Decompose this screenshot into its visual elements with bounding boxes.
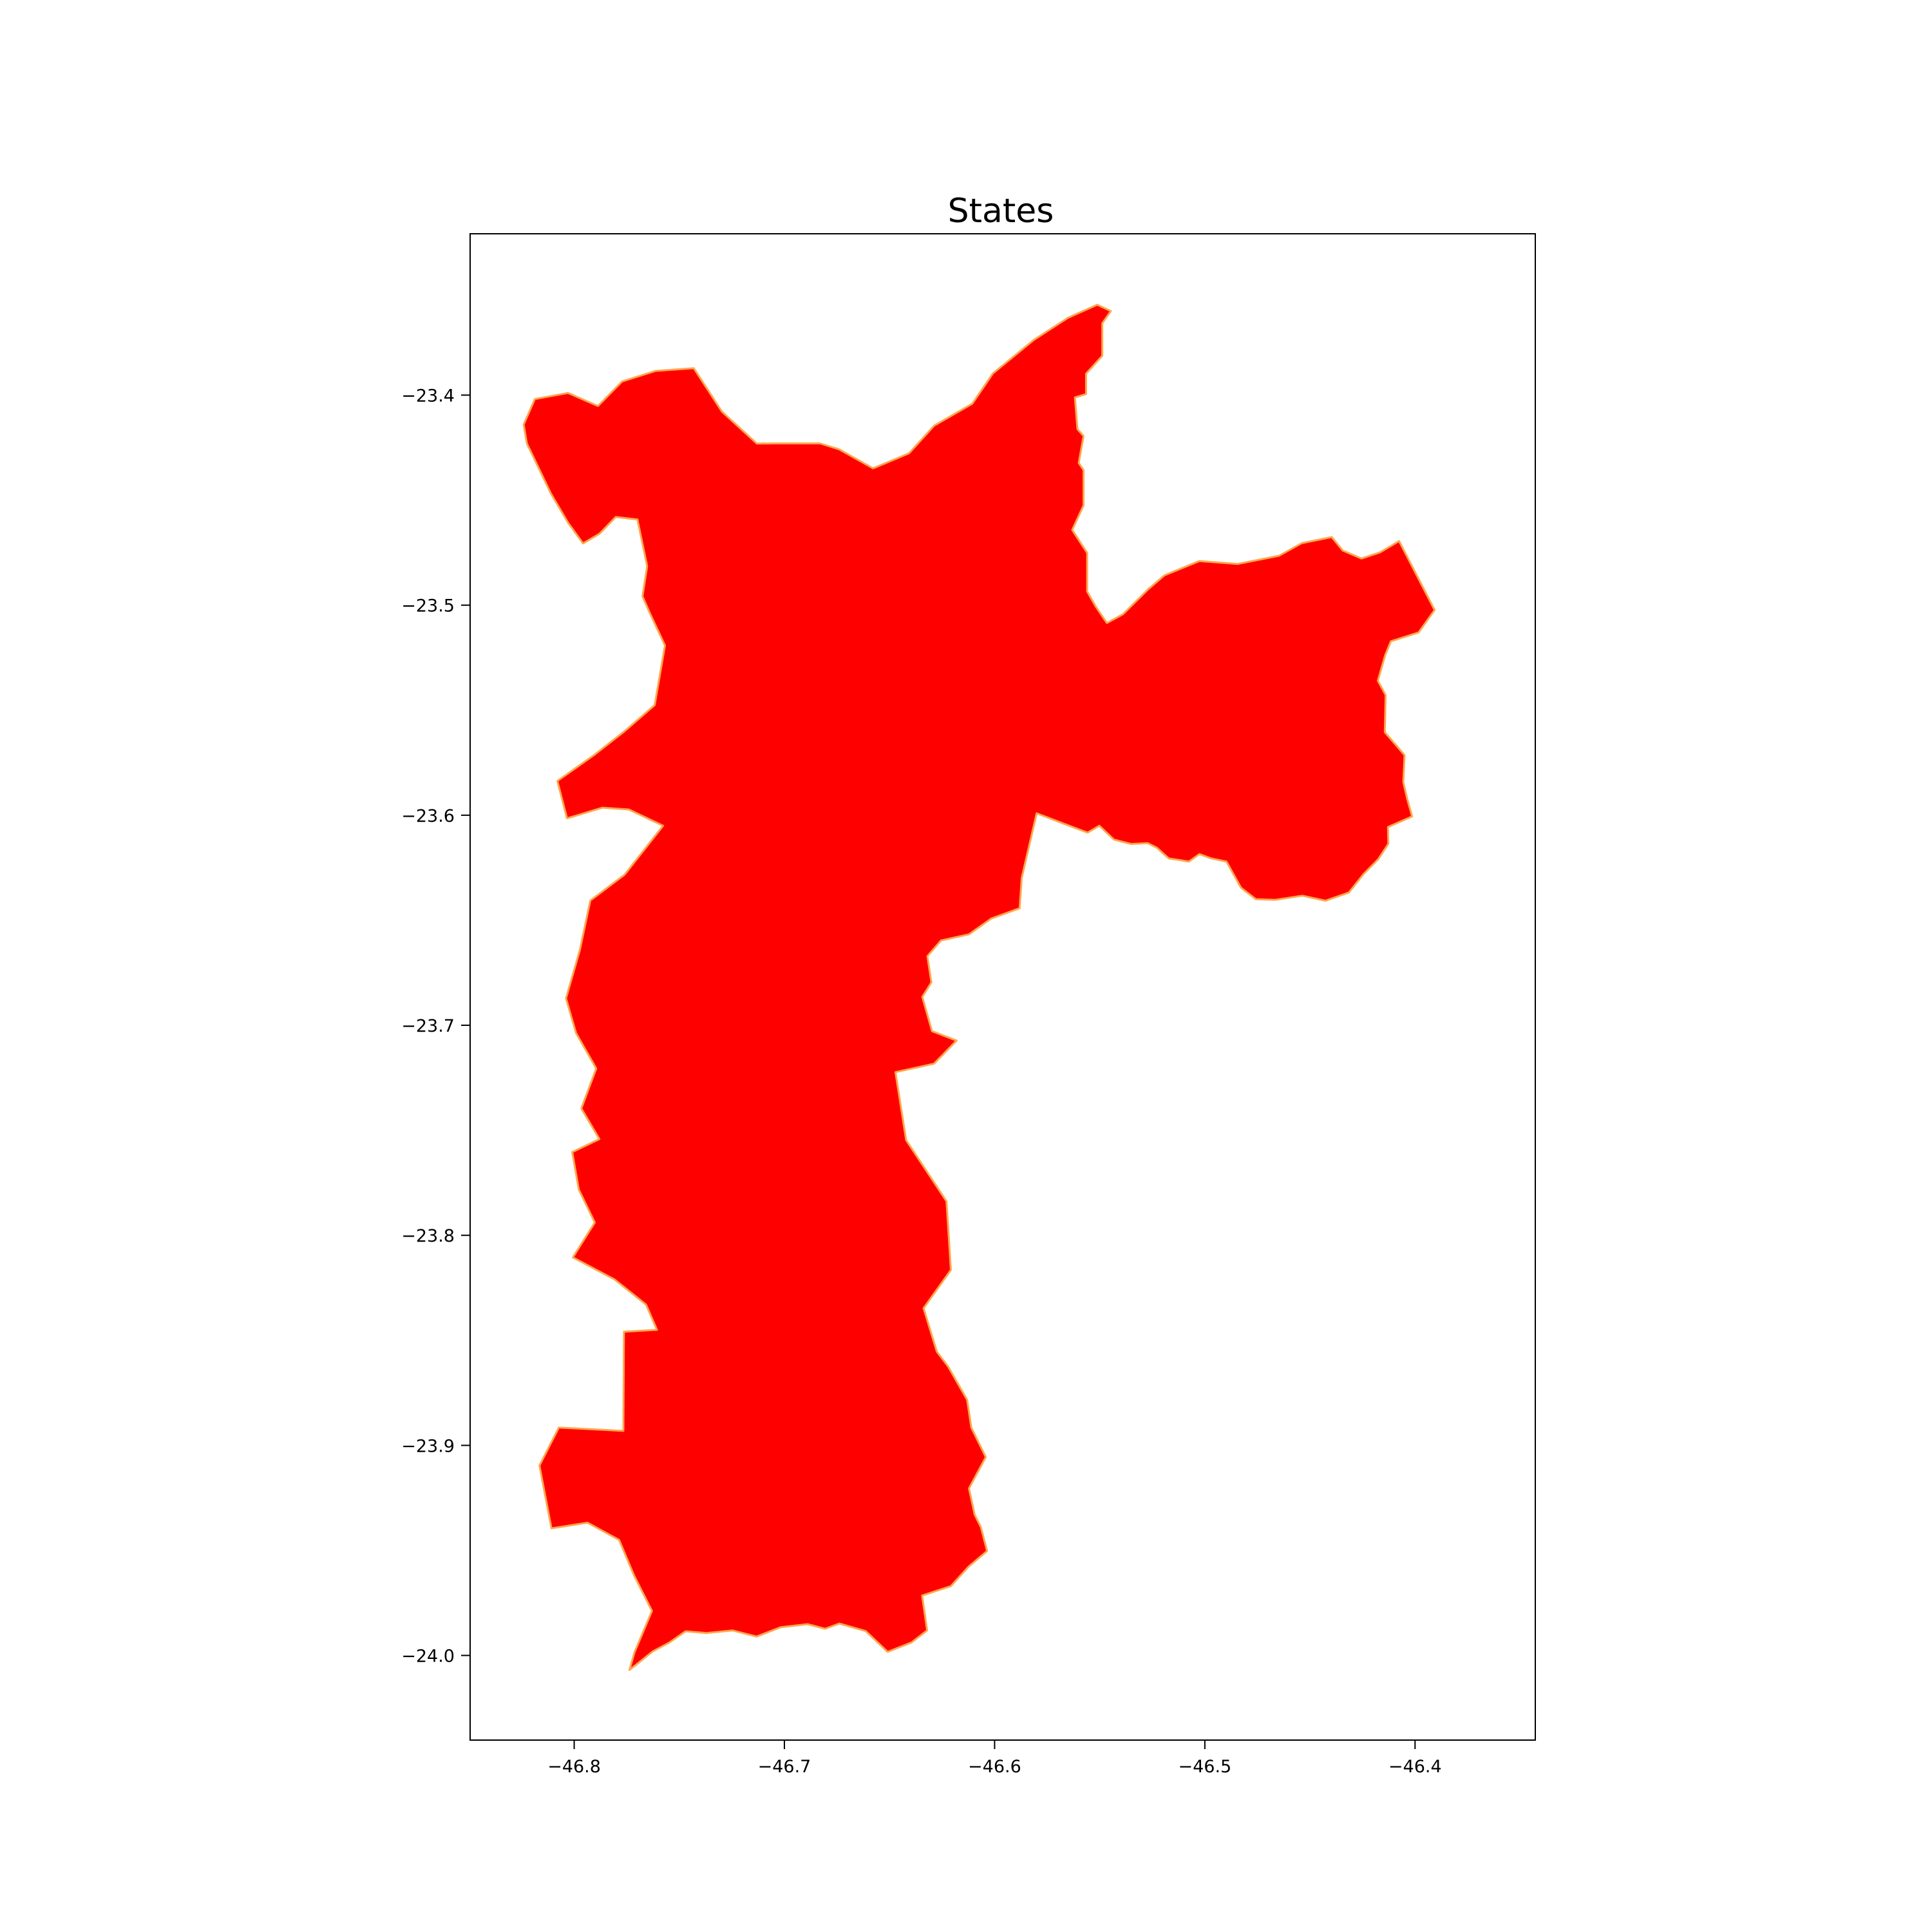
x-axis: −46.8 −46.7 −46.6 −46.5 −46.4 [547, 1740, 1442, 1777]
x-tick-label: −46.5 [1178, 1757, 1231, 1777]
chart-title: States [948, 192, 1054, 231]
y-tick-label: −23.9 [401, 1436, 455, 1456]
plot-area [522, 303, 1436, 1671]
y-tick-label: −24.0 [401, 1647, 455, 1667]
y-axis: −23.4 −23.5 −23.6 −23.7 −23.8 −23.9 −24.0 [401, 386, 470, 1667]
y-tick-label: −23.4 [401, 386, 455, 406]
x-tick-label: −46.7 [758, 1757, 811, 1777]
x-tick-label: −46.6 [968, 1757, 1021, 1777]
y-tick-label: −23.6 [401, 806, 455, 826]
x-tick-label: −46.4 [1388, 1757, 1442, 1777]
y-tick-label: −23.5 [401, 596, 455, 616]
axes-frame [469, 233, 1536, 1741]
region-polygon [522, 303, 1436, 1671]
x-tick-label: −46.8 [547, 1757, 601, 1777]
y-tick-label: −23.7 [401, 1016, 455, 1036]
y-tick-label: −23.8 [401, 1226, 455, 1246]
